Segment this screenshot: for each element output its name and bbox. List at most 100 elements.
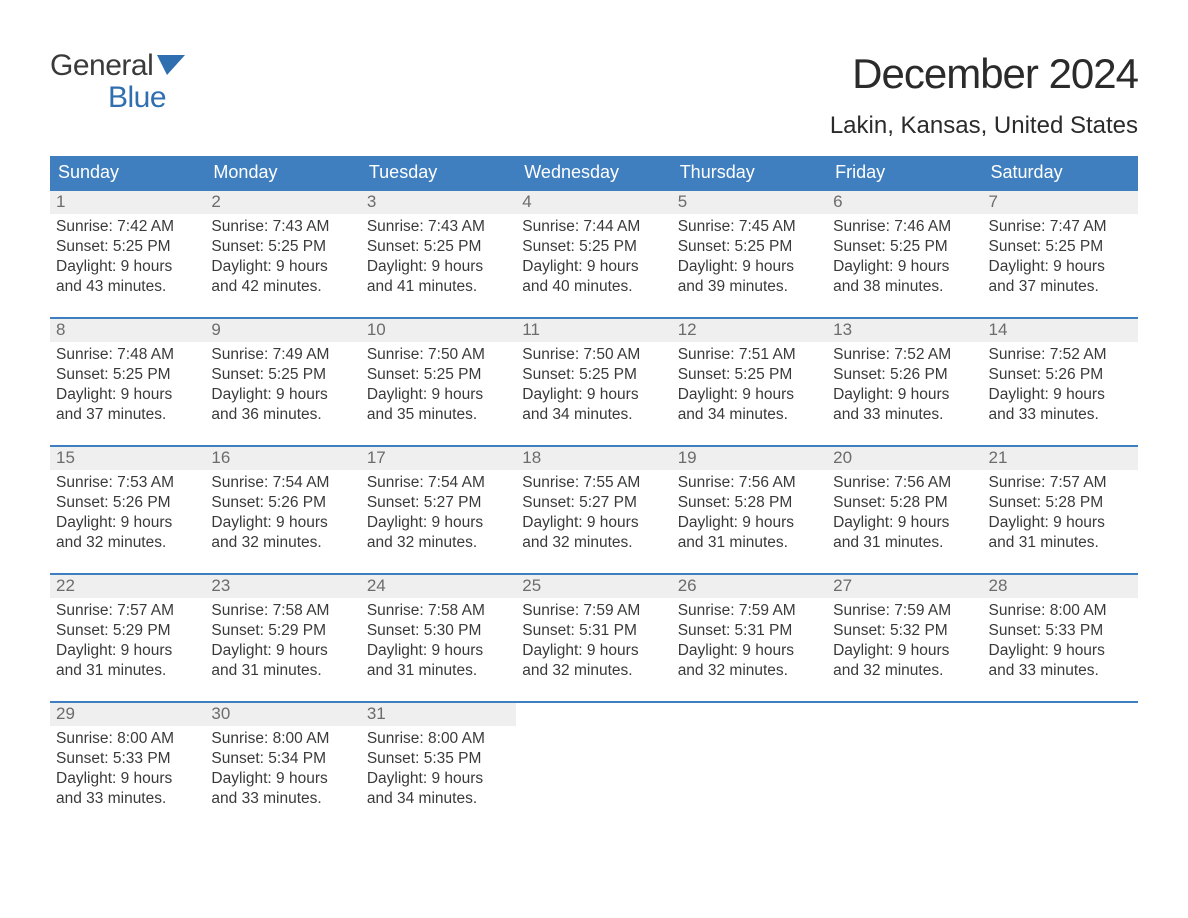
- sunrise-line: Sunrise: 7:56 AM: [678, 473, 821, 493]
- sunset-line: Sunset: 5:25 PM: [522, 237, 665, 257]
- sunrise-line: Sunrise: 8:00 AM: [989, 601, 1132, 621]
- daylight-line-1: Daylight: 9 hours: [989, 385, 1132, 405]
- day-body: Sunrise: 7:57 AMSunset: 5:29 PMDaylight:…: [50, 598, 205, 686]
- sunrise-line: Sunrise: 7:43 AM: [211, 217, 354, 237]
- daylight-line-2: and 33 minutes.: [211, 789, 354, 809]
- sunrise-line: Sunrise: 7:50 AM: [522, 345, 665, 365]
- calendar-day: 30Sunrise: 8:00 AMSunset: 5:34 PMDayligh…: [205, 703, 360, 815]
- sunrise-line: Sunrise: 7:47 AM: [989, 217, 1132, 237]
- daylight-line-2: and 34 minutes.: [367, 789, 510, 809]
- calendar-week: 8 Sunrise: 7:48 AMSunset: 5:25 PM Daylight…: [50, 317, 1138, 431]
- calendar-day-empty: [516, 703, 671, 815]
- daylight-line-2: and 31 minutes.: [989, 533, 1132, 553]
- sunset-line: Sunset: 5:25 PM: [211, 237, 354, 257]
- day-number: 25: [516, 575, 671, 598]
- sunset-line: Sunset: 5:26 PM: [211, 493, 354, 513]
- calendar-day: 16Sunrise: 7:54 AMSunset: 5:26 PMDayligh…: [205, 447, 360, 559]
- day-number: 8: [50, 319, 205, 342]
- weeks-container: 1Sunrise: 7:42 AMSunset: 5:25 PMDaylight…: [50, 189, 1138, 815]
- sunrise-line: Sunrise: 7:53 AM: [56, 473, 199, 493]
- header: General Blue December 2024 Lakin, Kansas…: [50, 50, 1138, 140]
- dow-saturday: Saturday: [983, 156, 1138, 189]
- sunset-line: Sunset: 5:29 PM: [56, 621, 199, 641]
- day-number: 6: [827, 191, 982, 214]
- daylight-line-1: Daylight: 9 hours: [522, 513, 665, 533]
- sunset-line: Sunset: 5:34 PM: [211, 749, 354, 769]
- sunrise-line: Sunrise: 7:59 AM: [833, 601, 976, 621]
- day-number: 16: [205, 447, 360, 470]
- sunrise-line: Sunrise: 7:54 AM: [367, 473, 510, 493]
- day-number: 31: [361, 703, 516, 726]
- daylight-line-2: and 33 minutes.: [989, 405, 1132, 425]
- sunset-line: Sunset: 5:27 PM: [367, 493, 510, 513]
- day-number: 12: [672, 319, 827, 342]
- day-number: 21: [983, 447, 1138, 470]
- calendar-week: 15Sunrise: 7:53 AMSunset: 5:26 PMDayligh…: [50, 445, 1138, 559]
- sunrise-line: Sunrise: 8:00 AM: [56, 729, 199, 749]
- dow-wednesday: Wednesday: [516, 156, 671, 189]
- day-number: 7: [983, 191, 1138, 214]
- day-of-week-header: Sunday Monday Tuesday Wednesday Thursday…: [50, 156, 1138, 189]
- calendar-day: 20Sunrise: 7:56 AMSunset: 5:28 PMDayligh…: [827, 447, 982, 559]
- logo-text-2: Blue: [108, 82, 166, 114]
- daylight-line-1: Daylight: 9 hours: [367, 769, 510, 789]
- daylight-line-2: and 32 minutes.: [56, 533, 199, 553]
- day-body: Sunrise: 7:50 AMSunset: 5:25 PMDaylight:…: [516, 342, 671, 430]
- day-body: Sunrise: 7:59 AMSunset: 5:31 PMDaylight:…: [516, 598, 671, 686]
- calendar-week: 29Sunrise: 8:00 AMSunset: 5:33 PMDayligh…: [50, 701, 1138, 815]
- daylight-line-2: and 35 minutes.: [367, 405, 510, 425]
- day-number: 27: [827, 575, 982, 598]
- daylight-line-1: Daylight: 9 hours: [56, 257, 199, 277]
- daylight-line-1: Daylight: 9 hours: [211, 513, 354, 533]
- daylight-line-1: Daylight: 9 hours: [989, 257, 1132, 277]
- daylight-line-1: Daylight: 9 hours: [678, 257, 821, 277]
- sunset-line: Sunset: 5:25 PM: [367, 237, 510, 257]
- dow-sunday: Sunday: [50, 156, 205, 189]
- sunset-line: Sunset: 5:33 PM: [989, 621, 1132, 641]
- calendar: Sunday Monday Tuesday Wednesday Thursday…: [50, 156, 1138, 815]
- day-body: Sunrise: 7:45 AMSunset: 5:25 PMDaylight:…: [672, 214, 827, 302]
- daylight-line-2: and 34 minutes.: [678, 405, 821, 425]
- calendar-day: 28Sunrise: 8:00 AMSunset: 5:33 PMDayligh…: [983, 575, 1138, 687]
- daylight-line-2: and 32 minutes.: [833, 661, 976, 681]
- daylight-line-2: and 33 minutes.: [56, 789, 199, 809]
- sunrise-line: Sunrise: 7:48 AM: [56, 345, 199, 365]
- calendar-day: 3Sunrise: 7:43 AMSunset: 5:25 PMDaylight…: [361, 191, 516, 303]
- day-number: 23: [205, 575, 360, 598]
- daylight-line-2: and 38 minutes.: [833, 277, 976, 297]
- calendar-day: 19Sunrise: 7:56 AMSunset: 5:28 PMDayligh…: [672, 447, 827, 559]
- daylight-line-2: and 37 minutes.: [56, 405, 199, 425]
- sunrise-line: Sunrise: 7:44 AM: [522, 217, 665, 237]
- daylight-line-2: and 32 minutes.: [522, 533, 665, 553]
- day-body: Sunrise: 8:00 AMSunset: 5:35 PMDaylight:…: [361, 726, 516, 814]
- sunset-line: Sunset: 5:25 PM: [56, 365, 199, 385]
- sunrise-line: Sunrise: 7:52 AM: [989, 345, 1132, 365]
- daylight-line-2: and 43 minutes.: [56, 277, 199, 297]
- calendar-day: 31Sunrise: 8:00 AMSunset: 5:35 PMDayligh…: [361, 703, 516, 815]
- day-body: Sunrise: 7:57 AMSunset: 5:28 PMDaylight:…: [983, 470, 1138, 558]
- daylight-line-2: and 37 minutes.: [989, 277, 1132, 297]
- day-number: 13: [827, 319, 982, 342]
- daylight-line-1: Daylight: 9 hours: [367, 513, 510, 533]
- calendar-day: 9Sunrise: 7:49 AMSunset: 5:25 PMDaylight…: [205, 319, 360, 431]
- day-number: 18: [516, 447, 671, 470]
- calendar-day: 15Sunrise: 7:53 AMSunset: 5:26 PMDayligh…: [50, 447, 205, 559]
- day-body: Sunrise: 7:47 AMSunset: 5:25 PMDaylight:…: [983, 214, 1138, 302]
- daylight-line-2: and 40 minutes.: [522, 277, 665, 297]
- daylight-line-1: Daylight: 9 hours: [367, 641, 510, 661]
- day-body: Sunrise: 7:59 AMSunset: 5:31 PMDaylight:…: [672, 598, 827, 686]
- sunrise-line: Sunrise: 7:45 AM: [678, 217, 821, 237]
- day-body: Sunrise: 8:00 AMSunset: 5:33 PMDaylight:…: [50, 726, 205, 814]
- daylight-line-1: Daylight: 9 hours: [678, 385, 821, 405]
- sunrise-line: Sunrise: 7:51 AM: [678, 345, 821, 365]
- dow-monday: Monday: [205, 156, 360, 189]
- sunrise-line: Sunrise: 7:43 AM: [367, 217, 510, 237]
- sunset-line: Sunset: 5:31 PM: [522, 621, 665, 641]
- location-subtitle: Lakin, Kansas, United States: [830, 112, 1138, 140]
- calendar-week: 22Sunrise: 7:57 AMSunset: 5:29 PMDayligh…: [50, 573, 1138, 687]
- daylight-line-2: and 31 minutes.: [367, 661, 510, 681]
- day-body: Sunrise: 7:46 AMSunset: 5:25 PMDaylight:…: [827, 214, 982, 302]
- day-body: Sunrise: 7:58 AMSunset: 5:29 PMDaylight:…: [205, 598, 360, 686]
- calendar-day: 2Sunrise: 7:43 AMSunset: 5:25 PMDaylight…: [205, 191, 360, 303]
- day-number: 10: [361, 319, 516, 342]
